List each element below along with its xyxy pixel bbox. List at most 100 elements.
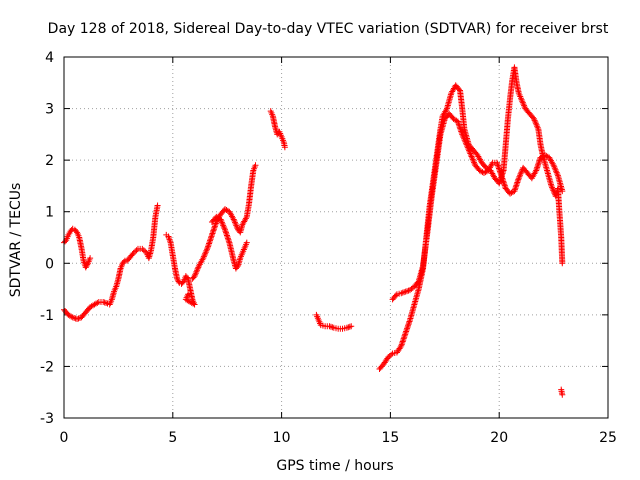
data-point bbox=[455, 86, 462, 93]
y-tick-label: 3 bbox=[45, 102, 54, 118]
axis-ticks: 0 5 10 15 20 25 -3 -2 -1 0 1 2 3 4 bbox=[40, 50, 617, 446]
data-point bbox=[399, 289, 406, 296]
data-point bbox=[179, 279, 186, 286]
series-outlier bbox=[558, 386, 566, 398]
data-point bbox=[388, 351, 395, 358]
data-point bbox=[554, 171, 561, 178]
data-point bbox=[192, 271, 199, 278]
data-point bbox=[460, 134, 467, 141]
data-point bbox=[518, 169, 525, 176]
data-point bbox=[465, 146, 472, 153]
y-axis-label: SDTVAR / TECUs bbox=[8, 183, 24, 298]
y-tick-label: -2 bbox=[40, 359, 54, 375]
y-tick-label: -1 bbox=[40, 308, 54, 324]
data-point bbox=[517, 95, 524, 102]
data-point bbox=[200, 253, 207, 260]
data-point bbox=[466, 149, 473, 156]
data-point bbox=[518, 96, 525, 103]
data-point bbox=[218, 217, 225, 224]
data-point bbox=[243, 239, 250, 246]
data-point bbox=[464, 143, 471, 150]
data-point bbox=[549, 185, 556, 192]
data-point bbox=[219, 220, 226, 227]
data-point bbox=[397, 344, 404, 351]
data-point bbox=[139, 245, 146, 252]
data-point bbox=[404, 288, 411, 295]
data-point bbox=[551, 163, 558, 170]
data-point bbox=[551, 165, 558, 172]
data-point bbox=[462, 140, 469, 147]
data-point bbox=[154, 202, 161, 209]
data-point bbox=[345, 324, 352, 331]
data-point bbox=[71, 314, 78, 321]
series-track-g bbox=[313, 311, 355, 332]
data-point bbox=[463, 141, 470, 148]
data-point bbox=[83, 263, 90, 270]
series-track-e bbox=[208, 213, 250, 272]
data-point bbox=[329, 324, 336, 331]
data-point bbox=[142, 248, 149, 255]
data-point bbox=[402, 288, 409, 295]
data-point bbox=[469, 156, 476, 163]
data-point bbox=[201, 252, 208, 259]
data-point bbox=[220, 223, 227, 230]
data-point bbox=[462, 138, 469, 145]
data-point bbox=[202, 249, 209, 256]
y-tick-label: 0 bbox=[45, 256, 54, 272]
data-point bbox=[202, 250, 209, 257]
data-point bbox=[548, 182, 555, 189]
data-point bbox=[534, 123, 541, 130]
data-point bbox=[233, 223, 240, 230]
chart-title: Day 128 of 2018, Sidereal Day-to-day VTE… bbox=[48, 21, 609, 37]
data-point bbox=[231, 219, 238, 226]
data-point bbox=[72, 228, 79, 235]
data-point bbox=[87, 255, 94, 262]
data-point bbox=[470, 157, 477, 164]
series-track-h bbox=[376, 64, 566, 373]
data-point bbox=[519, 98, 526, 105]
series-track-f bbox=[267, 108, 288, 151]
data-point bbox=[534, 124, 541, 131]
data-point bbox=[217, 216, 224, 223]
data-point bbox=[218, 219, 225, 226]
data-point bbox=[166, 236, 173, 243]
data-point bbox=[459, 131, 466, 138]
x-tick-label: 5 bbox=[168, 430, 177, 446]
data-point bbox=[467, 151, 474, 158]
data-point bbox=[553, 169, 560, 176]
data-point bbox=[62, 238, 69, 245]
data-point bbox=[516, 173, 523, 180]
data-point bbox=[467, 150, 474, 157]
data-point bbox=[68, 313, 75, 320]
y-tick-label: 2 bbox=[45, 153, 54, 169]
data-point bbox=[183, 274, 190, 281]
data-point bbox=[559, 188, 566, 195]
data-point bbox=[559, 260, 566, 267]
data-point bbox=[532, 120, 539, 127]
data-point bbox=[231, 217, 238, 224]
data-point bbox=[132, 248, 139, 255]
data-point bbox=[553, 168, 560, 175]
data-point bbox=[459, 132, 466, 139]
data-point bbox=[552, 166, 559, 173]
data-point bbox=[200, 255, 207, 262]
data-point bbox=[193, 268, 200, 275]
data-point bbox=[194, 265, 201, 272]
data-point bbox=[252, 162, 259, 169]
data-point bbox=[466, 147, 473, 154]
data-point bbox=[471, 159, 478, 166]
data-point bbox=[392, 292, 399, 299]
data-point bbox=[559, 391, 566, 398]
data-point bbox=[461, 135, 468, 142]
y-tick-label: -3 bbox=[40, 411, 54, 427]
data-point bbox=[130, 249, 137, 256]
data-point bbox=[469, 154, 476, 161]
data-markers bbox=[61, 64, 566, 398]
y-tick-label: 1 bbox=[45, 205, 54, 221]
data-point bbox=[74, 315, 81, 322]
data-point bbox=[100, 298, 107, 305]
data-point bbox=[346, 323, 353, 330]
data-point bbox=[401, 289, 408, 296]
x-tick-label: 25 bbox=[599, 430, 617, 446]
